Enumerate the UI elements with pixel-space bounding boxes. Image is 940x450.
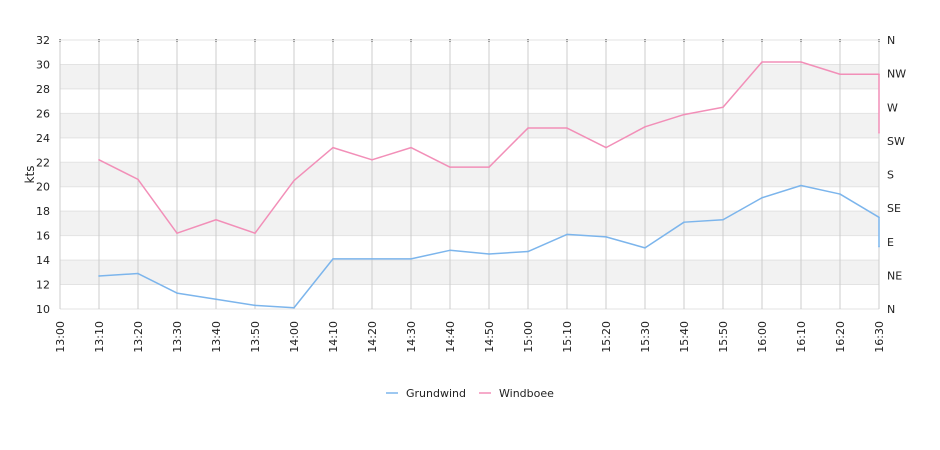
data-point-grundwind: [215, 298, 217, 301]
data-point-windboee: [644, 126, 646, 128]
x-tick-label: 14:20: [366, 321, 379, 353]
data-point-grundwind: [722, 218, 724, 221]
series-line-windboee: [98, 61, 880, 234]
y2-tick-label: SW: [887, 135, 905, 148]
plot-band: [60, 113, 879, 138]
data-point-windboee: [761, 61, 763, 63]
data-point-grundwind: [371, 258, 373, 260]
x-tick-label: 15:40: [678, 321, 691, 353]
data-point-windboee: [98, 159, 100, 161]
y-tick-label: 28: [36, 83, 50, 96]
data-point-grundwind: [878, 216, 880, 219]
x-tick-label: 16:10: [795, 321, 808, 353]
data-point-windboee: [254, 232, 256, 234]
x-tick-label: 16:20: [834, 321, 847, 353]
y-tick-label: 10: [36, 303, 50, 316]
x-tick-label: 16:00: [756, 321, 769, 353]
data-point-windboee: [176, 232, 178, 234]
data-point-grundwind: [644, 247, 646, 249]
data-point-grundwind: [683, 221, 685, 223]
data-point-windboee: [371, 159, 373, 161]
data-point-grundwind: [293, 306, 295, 309]
y-tick-label: 30: [36, 58, 50, 71]
x-tick-label: 13:50: [249, 321, 262, 353]
x-tick-label: 14:50: [483, 321, 496, 353]
x-tick-label: 14:10: [327, 321, 340, 353]
data-point-grundwind: [98, 275, 100, 277]
data-point-grundwind: [878, 245, 880, 248]
data-point-grundwind: [332, 258, 334, 260]
legend-label-grundwind: Grundwind: [406, 387, 466, 400]
data-point-windboee: [878, 132, 880, 134]
y-axis-title: kts: [23, 166, 37, 184]
y-tick-label: 26: [36, 107, 50, 120]
data-point-windboee: [332, 146, 334, 149]
x-tick-label: 13:00: [54, 321, 67, 353]
data-point-grundwind: [566, 233, 568, 236]
x-tick-label: 15:20: [600, 321, 613, 353]
x-tick-label: 15:30: [639, 321, 652, 353]
data-point-windboee: [683, 113, 685, 116]
data-point-grundwind: [488, 253, 490, 255]
plot-band: [60, 162, 879, 187]
data-point-grundwind: [410, 258, 412, 260]
data-point-grundwind: [605, 236, 607, 238]
y2-tick-label: S: [887, 169, 894, 182]
data-point-windboee: [527, 127, 529, 129]
data-point-grundwind: [137, 272, 139, 275]
x-tick-label: 15:10: [561, 321, 574, 353]
y2-tick-label: SE: [887, 202, 901, 215]
x-tick-label: 13:30: [171, 321, 184, 353]
plot-band: [60, 211, 879, 236]
data-point-windboee: [215, 218, 217, 221]
x-tick-label: 13:10: [93, 321, 106, 353]
data-point-grundwind: [449, 249, 451, 252]
x-tick-label: 14:00: [288, 321, 301, 353]
data-point-windboee: [410, 146, 412, 149]
data-point-grundwind: [761, 196, 763, 199]
x-tick-label: 15:00: [522, 321, 535, 353]
y-tick-label: 22: [36, 156, 50, 169]
y2-tick-label: N: [887, 303, 895, 316]
y-tick-label: 24: [36, 132, 50, 145]
data-point-windboee: [605, 146, 607, 149]
series-line-grundwind: [98, 184, 880, 309]
x-tick-label: 14:30: [405, 321, 418, 353]
y-tick-label: 12: [36, 279, 50, 292]
data-point-grundwind: [839, 193, 841, 195]
data-point-grundwind: [800, 184, 802, 187]
data-point-windboee: [488, 166, 490, 168]
data-point-windboee: [878, 73, 880, 76]
data-point-windboee: [722, 106, 724, 109]
x-tick-label: 14:40: [444, 321, 457, 353]
x-tick-label: 13:40: [210, 321, 223, 353]
data-point-windboee: [566, 127, 568, 129]
x-tick-label: 13:20: [132, 321, 145, 353]
y-tick-label: 32: [36, 34, 50, 47]
data-point-grundwind: [254, 304, 256, 307]
y2-tick-label: NW: [887, 68, 906, 81]
y2-tick-label: N: [887, 34, 895, 47]
plot-band: [60, 260, 879, 285]
data-point-windboee: [839, 73, 841, 76]
data-point-grundwind: [176, 292, 178, 294]
x-tick-label: 15:50: [717, 321, 730, 353]
legend-label-windboee: Windboee: [499, 387, 554, 400]
x-tick-label: 16:30: [873, 321, 886, 353]
y2-tick-label: E: [887, 236, 894, 249]
y-tick-label: 14: [36, 254, 50, 267]
y-tick-label: 18: [36, 205, 50, 218]
y-tick-label: 16: [36, 230, 50, 243]
data-point-grundwind: [527, 250, 529, 253]
y-tick-label: 20: [36, 181, 50, 194]
data-point-windboee: [293, 179, 295, 182]
data-point-windboee: [449, 166, 451, 168]
data-point-windboee: [137, 178, 139, 181]
y2-tick-label: W: [887, 101, 898, 114]
data-point-windboee: [800, 61, 802, 63]
y2-tick-label: NE: [887, 269, 902, 282]
